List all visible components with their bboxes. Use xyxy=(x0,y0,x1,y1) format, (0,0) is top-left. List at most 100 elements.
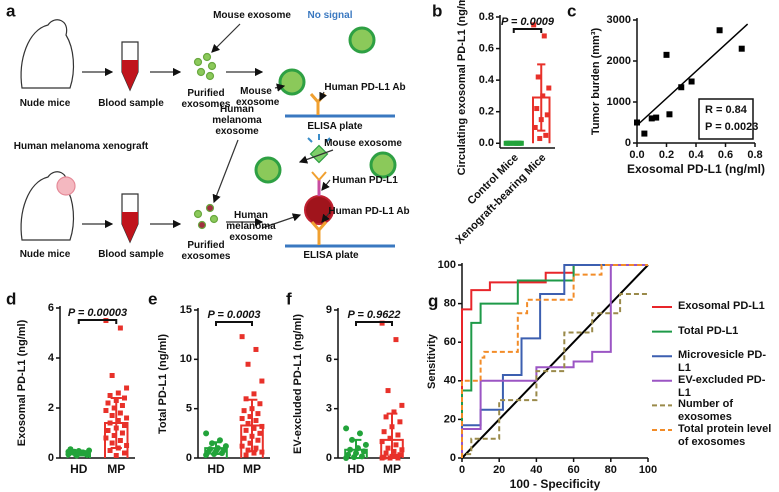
significance-bracket xyxy=(512,28,543,33)
x-tick-label: 20 xyxy=(493,464,505,476)
error-bar xyxy=(210,441,222,456)
significance-bracket xyxy=(215,321,253,326)
reference-line xyxy=(461,264,649,459)
x-tick-label: 0 xyxy=(459,464,465,476)
data-point xyxy=(239,416,245,422)
y-tick-label: 0.0 xyxy=(479,137,494,149)
x-tick-label: 100 xyxy=(639,464,657,476)
data-point xyxy=(241,435,247,441)
data-point xyxy=(251,425,257,431)
data-point xyxy=(203,452,210,459)
data-point xyxy=(109,440,115,446)
diagram-label: Blood sample xyxy=(98,249,164,260)
diagram-label: ELISA plate xyxy=(303,250,359,261)
data-point xyxy=(738,45,745,52)
data-point xyxy=(255,411,261,417)
annotation: P = 0.9622 xyxy=(347,309,400,321)
data-point xyxy=(379,320,385,326)
data-point xyxy=(251,391,257,397)
y-tick-label: 15 xyxy=(180,304,192,316)
y-tick-label: 6 xyxy=(326,353,332,365)
y-tick-label: 40 xyxy=(444,375,456,387)
x-tick-label: 60 xyxy=(567,464,579,476)
data-point xyxy=(543,132,549,138)
panel-label: c xyxy=(567,1,576,20)
data-point xyxy=(255,437,261,443)
diagram-shapes xyxy=(20,19,397,248)
data-point xyxy=(111,405,117,411)
data-point xyxy=(515,140,521,146)
x-tick-label: 0.8 xyxy=(747,149,762,161)
significance-bracket xyxy=(77,319,118,324)
x-tick-label: 40 xyxy=(530,464,542,476)
data-point xyxy=(343,455,350,461)
data-point xyxy=(387,435,393,441)
diagram-label: Nude mice xyxy=(19,249,71,260)
y-tick-label: 80 xyxy=(444,298,456,310)
data-point xyxy=(119,403,125,408)
y-axis-label: Circulating exosomal PD-L1 (ng/ml) xyxy=(456,0,468,175)
error-bar xyxy=(246,398,258,453)
error-bar xyxy=(350,438,362,459)
data-point xyxy=(379,439,385,445)
annotation: R = 0.84 xyxy=(705,104,748,116)
y-tick-label: 0.4 xyxy=(479,74,495,86)
y-axis-label: EV-excluded PD-L1 (ng/ml) xyxy=(292,314,304,454)
data-point xyxy=(391,409,397,415)
panel-label: f xyxy=(286,289,292,308)
data-point xyxy=(247,414,253,420)
data-point xyxy=(648,115,655,122)
data-point xyxy=(124,443,130,448)
y-tick-label: 0 xyxy=(625,137,631,149)
data-point xyxy=(663,51,670,58)
diagram-label: Purified exosomes xyxy=(181,88,231,110)
data-point xyxy=(653,114,660,121)
y-tick-label: 0.8 xyxy=(479,11,494,23)
panel-label: a xyxy=(6,1,16,20)
data-point xyxy=(117,325,123,331)
data-point xyxy=(546,85,552,91)
data-point xyxy=(666,111,673,118)
x-tick-label: 0.6 xyxy=(718,149,733,161)
y-axis-label: Sensitivity xyxy=(426,333,438,389)
data-point xyxy=(107,448,113,453)
diagram-label: Purified exosomes xyxy=(181,240,231,262)
data-point xyxy=(247,440,253,446)
data-point xyxy=(678,84,685,91)
legend-label: Microvesicle PD-L1 xyxy=(678,349,767,375)
diagram-label: Human PD-L1 xyxy=(332,175,398,186)
y-tick-label: 60 xyxy=(444,336,456,348)
panel-label: e xyxy=(148,289,157,308)
diagram-label: Blood sample xyxy=(98,98,164,109)
y-tick-label: 6 xyxy=(48,302,54,314)
y-tick-label: 3000 xyxy=(607,14,631,26)
data-point xyxy=(243,427,249,433)
data-point xyxy=(124,385,130,391)
legend-label: Total PD-L1 xyxy=(678,324,739,337)
diagram-label: Human melanoma exosome xyxy=(226,210,276,243)
data-point xyxy=(531,22,537,28)
roc-curve xyxy=(461,292,648,458)
data-point xyxy=(537,136,543,142)
diagram-label: Mouse exosome xyxy=(236,86,280,108)
annotation: P = 0.0009 xyxy=(501,16,555,28)
x-tick-label: MP xyxy=(383,462,401,476)
data-point xyxy=(113,453,119,458)
roc-curve xyxy=(461,264,648,458)
legend-label: Total protein level of exosomes xyxy=(678,423,772,448)
annotation: P = 0.0003 xyxy=(207,309,260,321)
data-point xyxy=(103,408,109,413)
legend-label: EV-excluded PD-L1 xyxy=(678,373,766,399)
data-point xyxy=(356,430,363,437)
data-point xyxy=(115,390,121,396)
diagram-label: Nude mice xyxy=(19,98,71,109)
data-point xyxy=(122,450,127,456)
data-point xyxy=(107,393,113,398)
data-point xyxy=(399,402,405,408)
diagram-label: Human melanoma exosome xyxy=(212,104,262,137)
data-point xyxy=(253,346,259,352)
data-point xyxy=(393,453,399,459)
error-bar xyxy=(110,397,122,449)
y-tick-label: 5 xyxy=(186,403,192,415)
x-axis-label: Exosomal PD-L1 (ng/ml) xyxy=(627,162,765,176)
